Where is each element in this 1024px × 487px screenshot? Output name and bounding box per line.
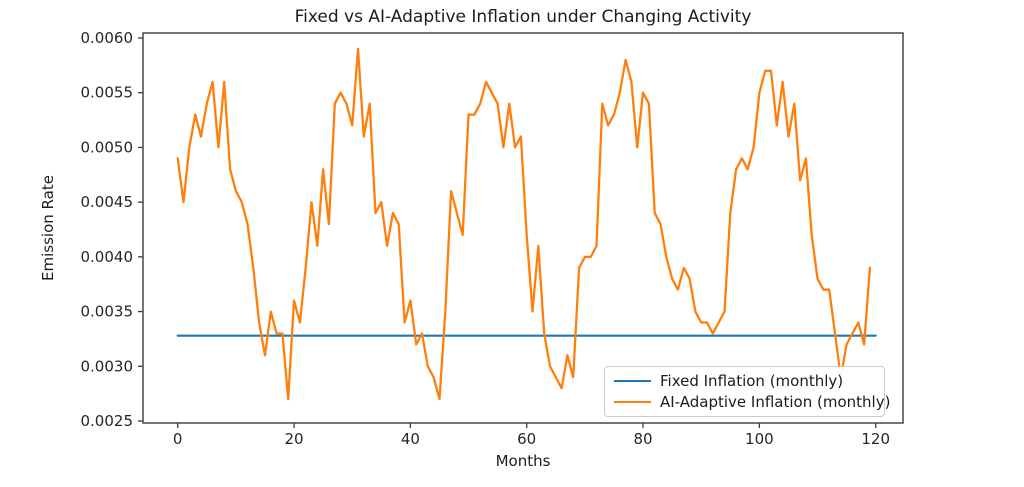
fixed-line-swatch [614,380,651,382]
ai-adaptive-inflation-line [176,47,872,401]
legend: Fixed Inflation (monthly) AI-Adaptive In… [604,366,890,417]
y-tick-label: 0.0025 [81,412,134,430]
legend-label-adaptive: AI-Adaptive Inflation (monthly) [660,393,891,411]
adaptive-line-swatch [614,401,651,403]
legend-item-fixed: Fixed Inflation (monthly) [614,372,875,390]
y-tick-label: 0.0045 [81,193,134,211]
x-tick-label: 40 [401,430,420,448]
y-tick-label: 0.0055 [81,84,134,102]
legend-label-fixed: Fixed Inflation (monthly) [660,372,844,390]
x-tick-label: 100 [745,430,774,448]
x-tick-label: 120 [861,430,890,448]
x-tick-label: 20 [284,430,303,448]
x-axis-label: Months [495,452,551,470]
legend-item-adaptive: AI-Adaptive Inflation (monthly) [614,393,890,411]
x-tick-label: 60 [517,430,536,448]
x-tick-label: 0 [173,430,183,448]
chart-title: Fixed vs AI-Adaptive Inflation under Cha… [294,7,752,27]
y-tick-label: 0.0040 [81,248,134,266]
y-tick-label: 0.0050 [81,138,134,156]
axes-frame [142,32,904,424]
y-tick-label: 0.0030 [81,357,134,375]
x-tick-label: 80 [633,430,652,448]
y-tick-label: 0.0035 [81,303,134,321]
y-tick-label: 0.0060 [81,29,134,47]
